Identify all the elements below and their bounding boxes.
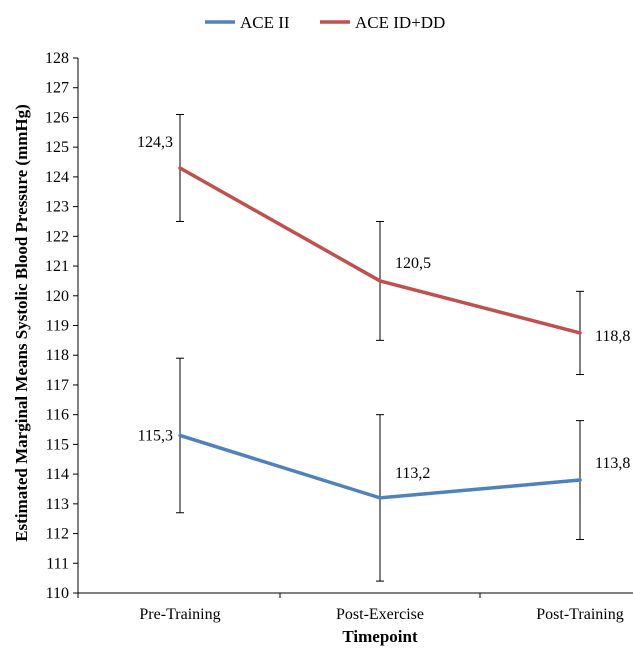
legend: ACE II ACE ID+DD: [205, 13, 445, 32]
x-axis-title: Timepoint: [342, 627, 418, 646]
data-label: 124,3: [137, 134, 173, 151]
data-point: [178, 166, 182, 170]
x-tick-label: Pre-Training: [139, 606, 220, 623]
y-tick-label: 126: [45, 109, 69, 126]
data-point: [178, 433, 182, 437]
data-label: 113,2: [395, 465, 430, 482]
series-ace-id-dd: 124,3 120,5 118,8: [137, 113, 630, 376]
data-point: [378, 279, 382, 283]
legend-label: ACE ID+DD: [355, 13, 445, 32]
plot-area: 115,3 113,2 113,8 124,3 120,5 118,8: [137, 113, 630, 582]
data-label: 113,8: [595, 455, 630, 472]
data-point: [378, 496, 382, 500]
y-tick-label: 124: [45, 169, 69, 186]
y-tick-label: 125: [45, 139, 69, 156]
series-ace-ii: 115,3 113,2 113,8: [138, 357, 630, 582]
y-tick-label: 128: [45, 50, 69, 67]
y-tick-label: 119: [46, 318, 69, 335]
data-label: 118,8: [595, 328, 630, 345]
y-tick-label: 113: [46, 496, 69, 513]
legend-label: ACE II: [240, 13, 290, 32]
data-point: [578, 331, 582, 335]
y-tick-label: 117: [46, 377, 69, 394]
y-tick-label: 114: [46, 466, 69, 483]
y-tick-label: 111: [46, 555, 69, 572]
data-label: 115,3: [138, 427, 173, 444]
y-tick-label: 112: [46, 526, 69, 543]
y-tick-label: 116: [46, 407, 69, 424]
y-axis-title: Estimated Marginal Means Systolic Blood …: [12, 104, 31, 542]
y-tick-label: 118: [46, 347, 69, 364]
data-point: [578, 478, 582, 482]
y-axis: 110 111 112 113 114 115 116 117 118 119 120 121 122 1…: [45, 50, 79, 602]
data-label: 120,5: [395, 255, 431, 272]
y-tick-label: 127: [45, 80, 69, 97]
y-tick-label: 120: [45, 288, 69, 305]
y-tick-label: 110: [46, 585, 69, 602]
legend-item: ACE ID+DD: [320, 13, 445, 32]
x-axis: Pre-Training Post-Exercise Post-Training: [77, 592, 633, 623]
y-tick-label: 121: [45, 258, 69, 275]
y-tick-label: 123: [45, 199, 69, 216]
x-tick-label: Post-Exercise: [336, 606, 424, 623]
y-tick-label: 122: [45, 228, 69, 245]
x-tick-label: Post-Training: [536, 606, 623, 623]
legend-item: ACE II: [205, 13, 290, 32]
y-tick-label: 115: [46, 436, 69, 453]
